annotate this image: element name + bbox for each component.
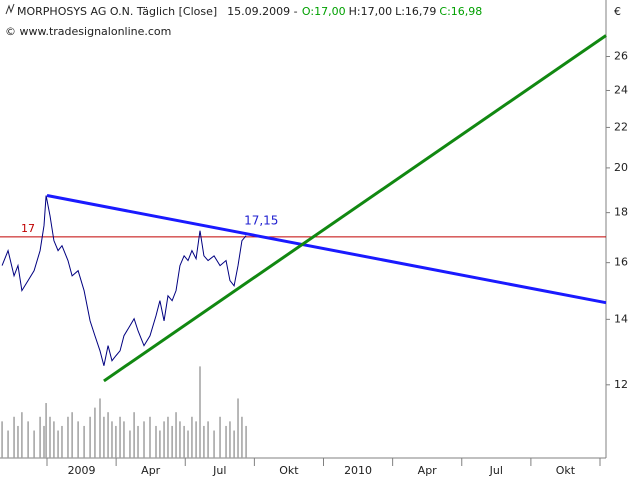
chart-date: 15.09.2009 - — [227, 5, 298, 18]
chart-icon — [5, 3, 15, 15]
x-tick-label: Jul — [489, 464, 503, 477]
ohlc-close: C:16,98 — [439, 5, 482, 18]
x-tick-label: 2010 — [344, 464, 372, 477]
y-tick-label: 18 — [614, 206, 628, 219]
y-tick-label: 14 — [614, 312, 628, 325]
y-tick-label: 20 — [614, 161, 628, 174]
ohlc-open: O:17,00 — [302, 5, 346, 18]
ohlc-low: L:16,79 — [395, 5, 436, 18]
x-tick-label: Okt — [279, 464, 299, 477]
y-tick-label: 26 — [614, 49, 628, 62]
trendline — [46, 194, 607, 305]
x-tick-label: Okt — [556, 464, 576, 477]
value-annotation: 17,15 — [244, 214, 278, 228]
price-line — [1, 195, 247, 366]
x-tick-label: Apr — [141, 464, 161, 477]
x-tick-label: Apr — [418, 464, 438, 477]
x-tick-label: 2009 — [68, 464, 96, 477]
chart-header: MORPHOSYS AG O.N. Täglich [Close] 15.09.2… — [17, 5, 482, 18]
y-tick-label: 24 — [614, 83, 628, 96]
y-unit: € — [614, 5, 621, 18]
trendline — [103, 34, 607, 383]
y-tick-label: 12 — [614, 378, 628, 391]
y-tick-label: 16 — [614, 256, 628, 269]
chart-subtitle: © www.tradesignalonline.com — [5, 25, 171, 38]
x-tick-label: Jul — [212, 464, 226, 477]
y-tick-label: 22 — [614, 120, 628, 133]
ohlc-high: H:17,00 — [349, 5, 392, 18]
chart-title: MORPHOSYS AG O.N. Täglich [Close] — [17, 5, 217, 18]
horizontal-line-label: 17 — [21, 222, 35, 235]
